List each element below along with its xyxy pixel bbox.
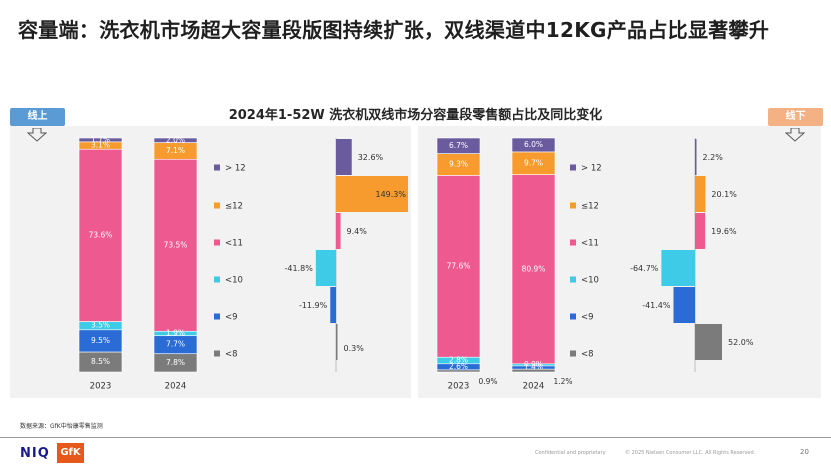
online-yoy-bar-0	[336, 139, 352, 175]
online-yoy-bar-5	[336, 324, 338, 360]
online-label-2024-seg-0: 2.0%	[166, 135, 185, 144]
offline-yoy-label-4: -41.4%	[642, 301, 671, 310]
offline-label-2023-seg-5: 0.9%	[478, 377, 497, 386]
offline-legend-label-2: <11	[581, 239, 599, 249]
chart-title: 2024年1-52W 洗衣机双线市场分容量段零售额占比及同比变化	[228, 108, 603, 123]
online-label-2024-seg-2: 73.5%	[164, 240, 188, 249]
offline-label-2024-seg-4: 1.4%	[524, 363, 543, 372]
offline-label-2023-seg-1: 9.3%	[449, 160, 468, 169]
offline-yoy-label-0: 2.2%	[703, 153, 724, 162]
offline-label-2024-seg-2: 80.9%	[522, 264, 546, 273]
offline-legend-label-4: <9	[581, 313, 594, 323]
offline-label-2023-seg-3: 2.8%	[449, 356, 468, 365]
online-bar-2023-seg-5	[78, 351, 123, 373]
confidential-note: Confidential and proprietary	[535, 450, 606, 456]
online-legend-swatch-1	[214, 202, 220, 209]
online-bar-2024-seg-5	[153, 353, 198, 373]
offline-label-2024-seg-0: 6.0%	[524, 140, 543, 149]
online-legend-swatch-4	[214, 313, 220, 320]
online-legend-label-3: <10	[225, 276, 243, 286]
online-label-2023-seg-5: 8.5%	[91, 357, 110, 366]
online-yoy-label-0: 32.6%	[358, 153, 384, 162]
offline-yoy-bar-5	[695, 324, 722, 360]
footer-divider	[0, 437, 831, 438]
offline-label-2023-seg-2: 77.6%	[447, 261, 471, 270]
offline-legend-swatch-2	[570, 239, 576, 246]
offline-label-2024-seg-3: 0.9%	[524, 360, 543, 369]
page-number: 20	[800, 448, 809, 456]
offline-legend-label-1: ≤12	[581, 202, 599, 212]
offline-yoy-bar-1	[695, 176, 706, 212]
offline-label-2024-seg-1: 9.7%	[524, 158, 543, 167]
online-label-2024-seg-5: 7.8%	[166, 358, 185, 367]
offline-legend-swatch-1	[570, 202, 576, 209]
online-legend-label-4: <9	[225, 313, 238, 323]
online-legend-label-0: > 12	[225, 164, 246, 174]
offline-yoy-label-5: 52.0%	[728, 338, 754, 347]
source-note: 数据来源：GfK中怡康零售监测	[20, 423, 103, 430]
gfk-logo: GfK	[57, 443, 84, 463]
offline-yoy-label-1: 20.1%	[711, 190, 737, 199]
offline-legend-swatch-0	[570, 164, 576, 171]
online-yoy-bar-2	[336, 213, 341, 249]
online-yoy-label-1: 149.3%	[375, 190, 406, 199]
online-yoy-bar-3	[315, 250, 336, 286]
online-label-2023-seg-0: 1.7%	[91, 135, 110, 144]
online-label-2023-seg-2: 73.6%	[89, 230, 113, 239]
offline-legend-swatch-5	[570, 350, 576, 357]
online-legend-swatch-2	[214, 239, 220, 246]
offline-xlabel-2023: 2023	[448, 382, 470, 392]
online-yoy-label-5: 0.3%	[344, 344, 365, 353]
online-legend-label-5: <8	[225, 350, 238, 360]
offline-legend-swatch-4	[570, 313, 576, 320]
copyright-note: © 2025 Nielsen Consumer LLC. All Rights …	[625, 450, 756, 456]
offline-tag: 线下	[768, 108, 823, 126]
online-bar-2024-seg-2	[153, 158, 198, 332]
offline-yoy-bar-4	[673, 287, 695, 323]
online-legend-swatch-3	[214, 276, 220, 283]
offline-bar-2024-seg-2	[511, 174, 556, 365]
online-yoy-bar-4	[330, 287, 336, 323]
niq-logo: NIQ	[20, 446, 50, 461]
online-yoy-label-4: -11.9%	[299, 301, 328, 310]
online-label-2024-seg-4: 7.7%	[166, 340, 185, 349]
online-xlabel-2024: 2024	[165, 382, 187, 392]
online-yoy-label-3: -41.8%	[285, 264, 314, 273]
page-headline: 容量端：洗衣机市场超大容量段版图持续扩张，双线渠道中12KG产品占比显著攀升	[18, 18, 770, 42]
offline-bar-2023-seg-2	[436, 175, 481, 358]
offline-bar-2023-seg-5	[436, 369, 481, 373]
online-down-arrow-icon	[27, 128, 47, 142]
online-yoy-label-2: 9.4%	[347, 227, 368, 236]
offline-yoy-label-3: -64.7%	[630, 264, 659, 273]
offline-panel	[418, 126, 821, 398]
online-legend-label-2: <11	[225, 239, 243, 249]
online-label-2024-seg-1: 7.1%	[166, 146, 185, 155]
offline-bar-2024-seg-5	[511, 368, 556, 373]
offline-yoy-bar-0	[695, 139, 697, 175]
online-legend-label-1: ≤12	[225, 202, 243, 212]
online-label-2023-seg-4: 9.5%	[91, 336, 110, 345]
offline-legend-swatch-3	[570, 276, 576, 283]
online-legend-swatch-5	[214, 350, 220, 357]
offline-yoy-label-2: 19.6%	[711, 227, 737, 236]
online-legend-swatch-0	[214, 164, 220, 171]
online-tag: 线上	[10, 108, 65, 126]
offline-xlabel-2024: 2024	[523, 382, 545, 392]
offline-label-2023-seg-0: 6.7%	[449, 141, 468, 150]
online-label-2023-seg-3: 3.5%	[91, 321, 110, 330]
offline-yoy-bar-3	[661, 250, 695, 286]
online-xlabel-2023: 2023	[90, 382, 112, 392]
offline-legend-label-0: > 12	[581, 164, 602, 174]
offline-yoy-bar-2	[695, 213, 706, 249]
online-label-2023-seg-1: 3.1%	[91, 141, 110, 150]
offline-down-arrow-icon	[785, 128, 805, 142]
online-label-2024-seg-3: 1.9%	[166, 329, 185, 338]
offline-legend-label-3: <10	[581, 276, 599, 286]
offline-legend-label-5: <8	[581, 350, 594, 360]
offline-label-2024-seg-5: 1.2%	[553, 377, 572, 386]
online-yoy-bar-1	[336, 176, 408, 212]
offline-label-2023-seg-4: 2.6%	[449, 362, 468, 371]
